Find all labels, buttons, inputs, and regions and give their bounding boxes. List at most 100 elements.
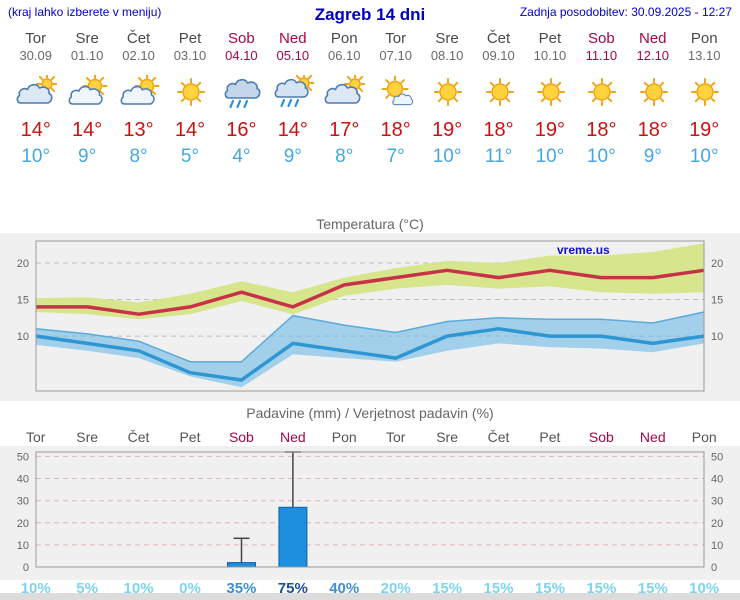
day-date: 03.10 [173, 48, 207, 63]
precip-probability: 75% [277, 580, 308, 597]
day-date: 30.09 [19, 48, 52, 63]
svg-text:10: 10 [17, 331, 29, 343]
precip-probability: 15% [432, 580, 463, 597]
precip-probability: 0% [179, 580, 201, 597]
svg-text:20: 20 [711, 518, 723, 530]
max-temp: 18° [586, 119, 617, 141]
precip-probability: 15% [637, 580, 668, 597]
day-date: 05.10 [276, 48, 310, 63]
precip-probability: 5% [76, 580, 98, 597]
page-title: Zagreb 14 dni [314, 5, 426, 24]
day-column[interactable]: Pet 03.10 14° 5° [164, 29, 215, 168]
max-temp: 19° [534, 119, 566, 141]
precip-probability: 15% [483, 580, 514, 597]
day-date: 08.10 [430, 48, 464, 63]
min-temp: 10° [586, 146, 616, 167]
max-temp: 14° [72, 119, 103, 141]
precipitation-chart-title: Padavine (mm) / Verjetnost padavin (%) [246, 405, 494, 421]
day-name: Pon [330, 30, 358, 47]
day-name: Čet [126, 30, 151, 47]
day-name: Sob [588, 30, 615, 47]
min-temp: 9° [643, 146, 662, 167]
day-column[interactable]: Tor 30.09 14° 10° [10, 29, 61, 168]
forecast-days-row: Tor 30.09 14° 10° Sre 01.10 14° 9° Čet 02.10 13° 8°… [0, 25, 740, 168]
day-date: 09.10 [482, 48, 515, 63]
day-column[interactable]: Tor 07.10 18° 7° [370, 29, 421, 168]
precip-day-label: Sob [228, 429, 254, 445]
temperature-chart-svg: 10 10 15 15 20 20 [0, 233, 740, 401]
svg-text:15: 15 [711, 295, 723, 307]
day-name: Tor [385, 30, 407, 47]
day-column[interactable]: Ned 12.10 18° 9° [627, 29, 678, 168]
temperature-chart-title: Temperatura (°C) [316, 216, 424, 232]
day-name: Čet [486, 30, 511, 47]
precip-day-label: Pon [691, 429, 717, 445]
precip-probability: 20% [380, 580, 411, 597]
precip-day-label: Sob [588, 429, 614, 445]
svg-text:0: 0 [23, 562, 29, 574]
day-name: Pet [178, 30, 202, 47]
svg-text:10: 10 [711, 540, 723, 552]
max-temp: 18° [483, 119, 514, 141]
day-date: 11.10 [585, 48, 618, 63]
day-date: 13.10 [687, 48, 721, 63]
precip-probability: 40% [329, 580, 360, 597]
svg-text:30: 30 [711, 496, 723, 508]
precip-probability-row: 10% 5% 10% 0% 35% 75% 40% 20% 15% 15% 15% 15% 15% 10% [0, 580, 740, 596]
day-column[interactable]: Sre 01.10 14° 9° [61, 29, 112, 168]
max-temp: 19° [431, 119, 463, 141]
day-column[interactable]: Sre 08.10 19° 10° [421, 29, 472, 168]
min-temp: 7° [386, 146, 405, 167]
location-hint: (kraj lahko izberete v meniju) [8, 5, 162, 19]
day-column[interactable]: Pet 10.10 19° 10° [524, 29, 575, 168]
day-column[interactable]: Sob 04.10 16° 4° [216, 29, 267, 168]
sunny-icon [164, 72, 215, 112]
sunny-icon [627, 72, 678, 112]
day-date: 12.10 [636, 48, 670, 63]
day-column[interactable]: Čet 09.10 18° 11° [473, 29, 524, 168]
cloudy-icon [10, 72, 61, 112]
precip-day-label: Tor [25, 429, 46, 445]
sunny-icon [576, 72, 627, 112]
svg-text:20: 20 [711, 258, 723, 270]
max-temp: 16° [226, 119, 257, 141]
partly-icon [61, 72, 112, 112]
precip-day-label: Pet [539, 429, 561, 445]
min-temp: 9° [78, 146, 97, 167]
precip-day-label: Čet [487, 429, 510, 445]
day-column[interactable]: Čet 02.10 13° 8° [113, 29, 164, 168]
max-temp: 18° [380, 119, 411, 141]
day-column[interactable]: Sob 11.10 18° 10° [576, 29, 627, 168]
day-name: Ned [279, 30, 307, 47]
temperature-chart: 10 10 15 15 20 20 vreme.us [0, 233, 740, 401]
min-temp: 10° [535, 146, 565, 167]
day-name: Sob [228, 30, 255, 47]
svg-text:40: 40 [711, 474, 723, 486]
precip-probability: 10% [20, 580, 51, 597]
sunny-icon [524, 72, 575, 112]
min-temp: 10° [432, 146, 462, 167]
day-name: Ned [639, 30, 667, 47]
svg-text:50: 50 [711, 451, 723, 463]
min-temp: 10° [21, 146, 51, 167]
day-column[interactable]: Pon 13.10 19° 10° [678, 29, 729, 168]
max-temp: 14° [174, 119, 206, 141]
precip-day-label: Tor [385, 429, 406, 445]
svg-text:50: 50 [17, 451, 29, 463]
max-temp: 18° [637, 119, 668, 141]
watermark: vreme.us [557, 243, 610, 257]
min-temp: 10° [689, 146, 719, 167]
min-temp: 5° [180, 146, 200, 167]
mostly-sunny-icon [370, 72, 421, 112]
min-temp: 11° [484, 146, 513, 167]
page-header: (kraj lahko izberete v meniju) Zagreb 14… [0, 0, 740, 25]
precip-probability: 15% [534, 580, 565, 597]
bottom-scrollbar[interactable] [0, 593, 740, 600]
precip-day-label: Pon [331, 429, 357, 445]
min-temp: 8° [129, 146, 148, 167]
day-date: 02.10 [122, 48, 155, 63]
day-column[interactable]: Ned 05.10 14° 9° [267, 29, 318, 168]
sunny-icon [421, 72, 472, 112]
day-column[interactable]: Pon 06.10 17° 8° [319, 29, 370, 168]
svg-text:15: 15 [17, 295, 29, 307]
